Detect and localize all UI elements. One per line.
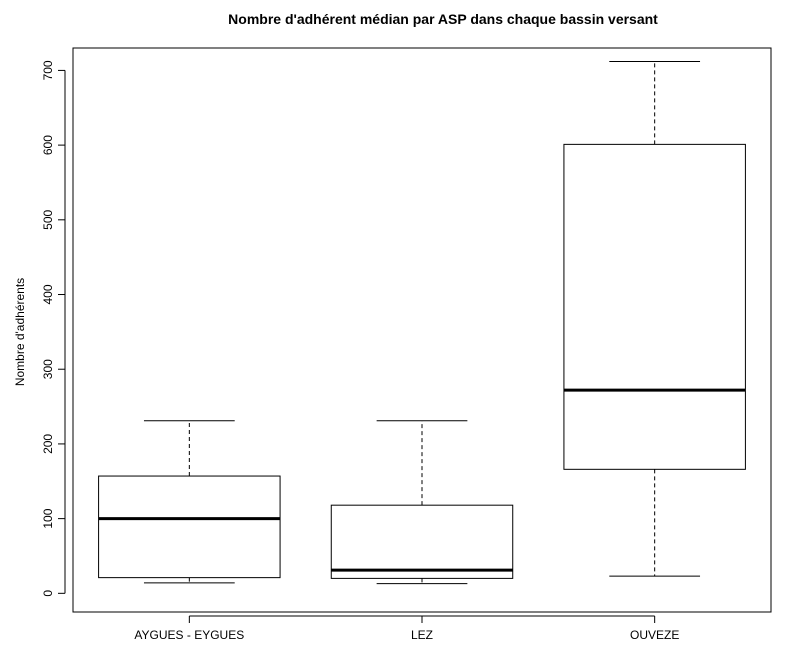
x-axis: AYGUES - EYGUES LEZ OUVEZE [134, 615, 679, 642]
box-body [98, 475, 281, 579]
box-group [563, 60, 746, 577]
box-group [98, 420, 281, 584]
y-axis: 0 100 200 300 400 500 600 700 [41, 60, 66, 597]
y-tick-label: 400 [41, 284, 55, 304]
x-tick-label: LEZ [411, 628, 433, 642]
y-tick-label: 200 [41, 434, 55, 454]
y-tick-label: 100 [41, 508, 55, 528]
y-tick-label: 700 [41, 60, 55, 80]
chart-title: Nombre d'adhérent médian par ASP dans ch… [228, 11, 658, 27]
box-body [563, 143, 746, 470]
y-axis-label: Nombre d'adhérents [13, 278, 27, 386]
y-tick-label: 600 [41, 135, 55, 155]
box-series [98, 60, 746, 585]
plot-frame [72, 47, 772, 613]
box-group [330, 420, 514, 585]
y-tick-label: 300 [41, 359, 55, 379]
x-tick-label: OUVEZE [630, 628, 679, 642]
x-tick-label: AYGUES - EYGUES [134, 628, 244, 642]
box-body [330, 504, 514, 579]
y-tick-label: 0 [41, 590, 55, 597]
y-tick-label: 500 [41, 209, 55, 229]
